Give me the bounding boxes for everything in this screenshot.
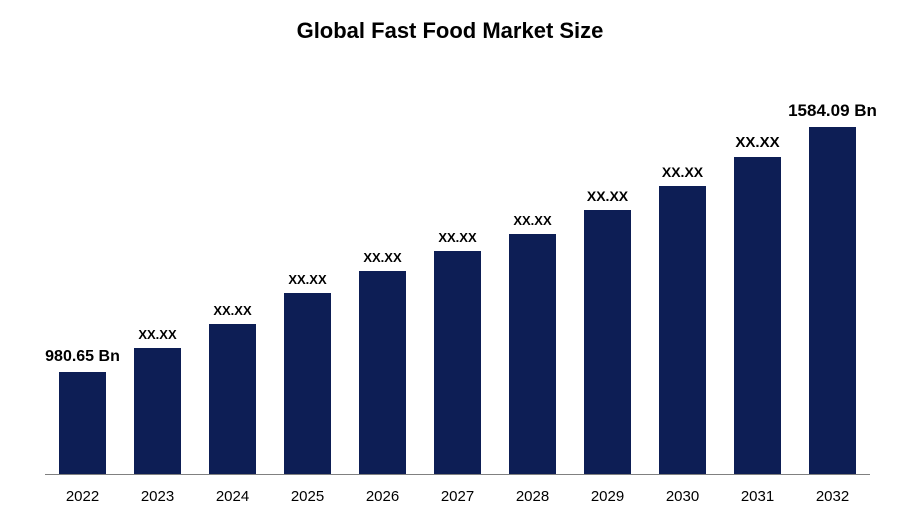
bar bbox=[434, 251, 481, 474]
bar-wrapper: XX.XX bbox=[420, 80, 495, 474]
bar bbox=[209, 324, 256, 474]
x-axis-label: 2025 bbox=[270, 488, 345, 505]
x-axis-label: 2026 bbox=[345, 488, 420, 505]
bars-container: 980.65 Bn XX.XX XX.XX XX.XX XX.XX XX.XX XX.XX X… bbox=[45, 80, 870, 475]
bar-value-label: XX.XX bbox=[438, 230, 476, 245]
bar-wrapper: XX.XX bbox=[270, 80, 345, 474]
bar-wrapper: XX.XX bbox=[720, 80, 795, 474]
bar-value-label: XX.XX bbox=[587, 188, 628, 204]
bar-value-label: XX.XX bbox=[363, 250, 401, 265]
bar-value-label: XX.XX bbox=[213, 303, 251, 318]
bar-wrapper: XX.XX bbox=[495, 80, 570, 474]
bar bbox=[509, 234, 556, 474]
x-axis-label: 2024 bbox=[195, 488, 270, 505]
bar bbox=[584, 210, 631, 474]
bar-wrapper: XX.XX bbox=[120, 80, 195, 474]
bar-wrapper: XX.XX bbox=[570, 80, 645, 474]
bar bbox=[734, 157, 781, 474]
bar bbox=[659, 186, 706, 474]
x-axis-label: 2032 bbox=[795, 488, 870, 505]
bar-wrapper: XX.XX bbox=[345, 80, 420, 474]
bar-wrapper: 980.65 Bn bbox=[45, 80, 120, 474]
bar bbox=[284, 293, 331, 474]
bar-wrapper: XX.XX bbox=[195, 80, 270, 474]
chart-plot-area: 980.65 Bn XX.XX XX.XX XX.XX XX.XX XX.XX XX.XX X… bbox=[45, 80, 870, 475]
x-axis-label: 2028 bbox=[495, 488, 570, 505]
x-axis-labels: 2022202320242025202620272028202920302031… bbox=[45, 488, 870, 505]
x-axis-label: 2029 bbox=[570, 488, 645, 505]
x-axis-label: 2031 bbox=[720, 488, 795, 505]
bar-value-label: XX.XX bbox=[662, 164, 703, 180]
bar-value-label: XX.XX bbox=[513, 213, 551, 228]
x-axis-label: 2030 bbox=[645, 488, 720, 505]
bar bbox=[359, 271, 406, 474]
bar-wrapper: 1584.09 Bn bbox=[795, 80, 870, 474]
bar-value-label: XX.XX bbox=[138, 327, 176, 342]
bar-value-label: 1584.09 Bn bbox=[788, 101, 877, 121]
bar-value-label: XX.XX bbox=[288, 272, 326, 287]
bar-value-label: 980.65 Bn bbox=[45, 348, 120, 366]
chart-title: Global Fast Food Market Size bbox=[0, 0, 900, 44]
bar bbox=[809, 127, 856, 474]
x-axis-label: 2027 bbox=[420, 488, 495, 505]
bar bbox=[59, 372, 106, 474]
x-axis-label: 2022 bbox=[45, 488, 120, 505]
bar-value-label: XX.XX bbox=[735, 134, 779, 151]
x-axis-label: 2023 bbox=[120, 488, 195, 505]
bar bbox=[134, 348, 181, 474]
bar-wrapper: XX.XX bbox=[645, 80, 720, 474]
